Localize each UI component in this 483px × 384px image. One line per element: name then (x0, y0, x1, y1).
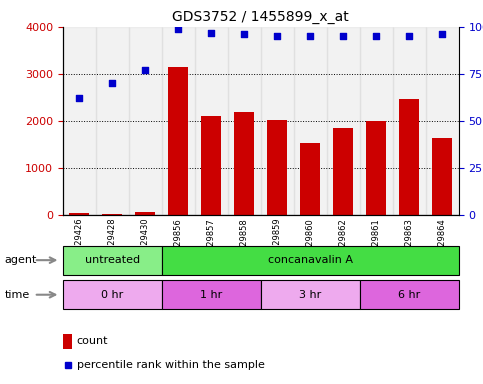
Text: concanavalin A: concanavalin A (268, 255, 353, 265)
Bar (63, 246, 162, 275)
Bar (70, 213, 89, 215)
Bar (195, 27, 228, 215)
Text: untreated: untreated (85, 255, 140, 265)
Bar (96, 27, 129, 215)
Bar (234, 112, 254, 215)
Bar (261, 280, 360, 309)
Text: percentile rank within the sample: percentile rank within the sample (77, 360, 265, 370)
Bar (129, 27, 162, 215)
Point (406, 33, 413, 40)
Bar (300, 143, 320, 215)
Bar (393, 27, 426, 215)
Bar (63, 27, 96, 215)
Text: 1 hr: 1 hr (200, 290, 223, 300)
Bar (360, 27, 393, 215)
Bar (228, 27, 261, 215)
Bar (367, 121, 386, 215)
Bar (426, 27, 459, 215)
Text: time: time (5, 290, 30, 300)
Text: agent: agent (5, 255, 37, 265)
Text: count: count (77, 336, 108, 346)
Point (174, 26, 182, 32)
Bar (360, 280, 459, 309)
Text: 6 hr: 6 hr (398, 290, 421, 300)
Bar (162, 246, 459, 275)
Point (340, 33, 347, 40)
Bar (333, 129, 353, 215)
Bar (327, 27, 360, 215)
Bar (294, 27, 327, 215)
Point (208, 30, 215, 36)
Bar (201, 116, 221, 215)
Bar (432, 138, 452, 215)
Bar (261, 27, 294, 215)
Bar (399, 99, 419, 215)
Point (372, 33, 380, 40)
Point (439, 31, 446, 38)
Bar (169, 67, 188, 215)
Text: 3 hr: 3 hr (299, 290, 322, 300)
Bar (135, 212, 155, 215)
Bar (63, 334, 71, 349)
Point (142, 67, 149, 73)
Point (307, 33, 314, 40)
Point (108, 80, 116, 86)
Bar (268, 120, 287, 215)
Title: GDS3752 / 1455899_x_at: GDS3752 / 1455899_x_at (172, 10, 349, 25)
Point (273, 33, 281, 40)
Bar (162, 27, 195, 215)
Point (75, 95, 83, 101)
Bar (162, 280, 261, 309)
Text: 0 hr: 0 hr (101, 290, 124, 300)
Point (241, 31, 248, 38)
Bar (63, 280, 162, 309)
Bar (102, 214, 122, 215)
